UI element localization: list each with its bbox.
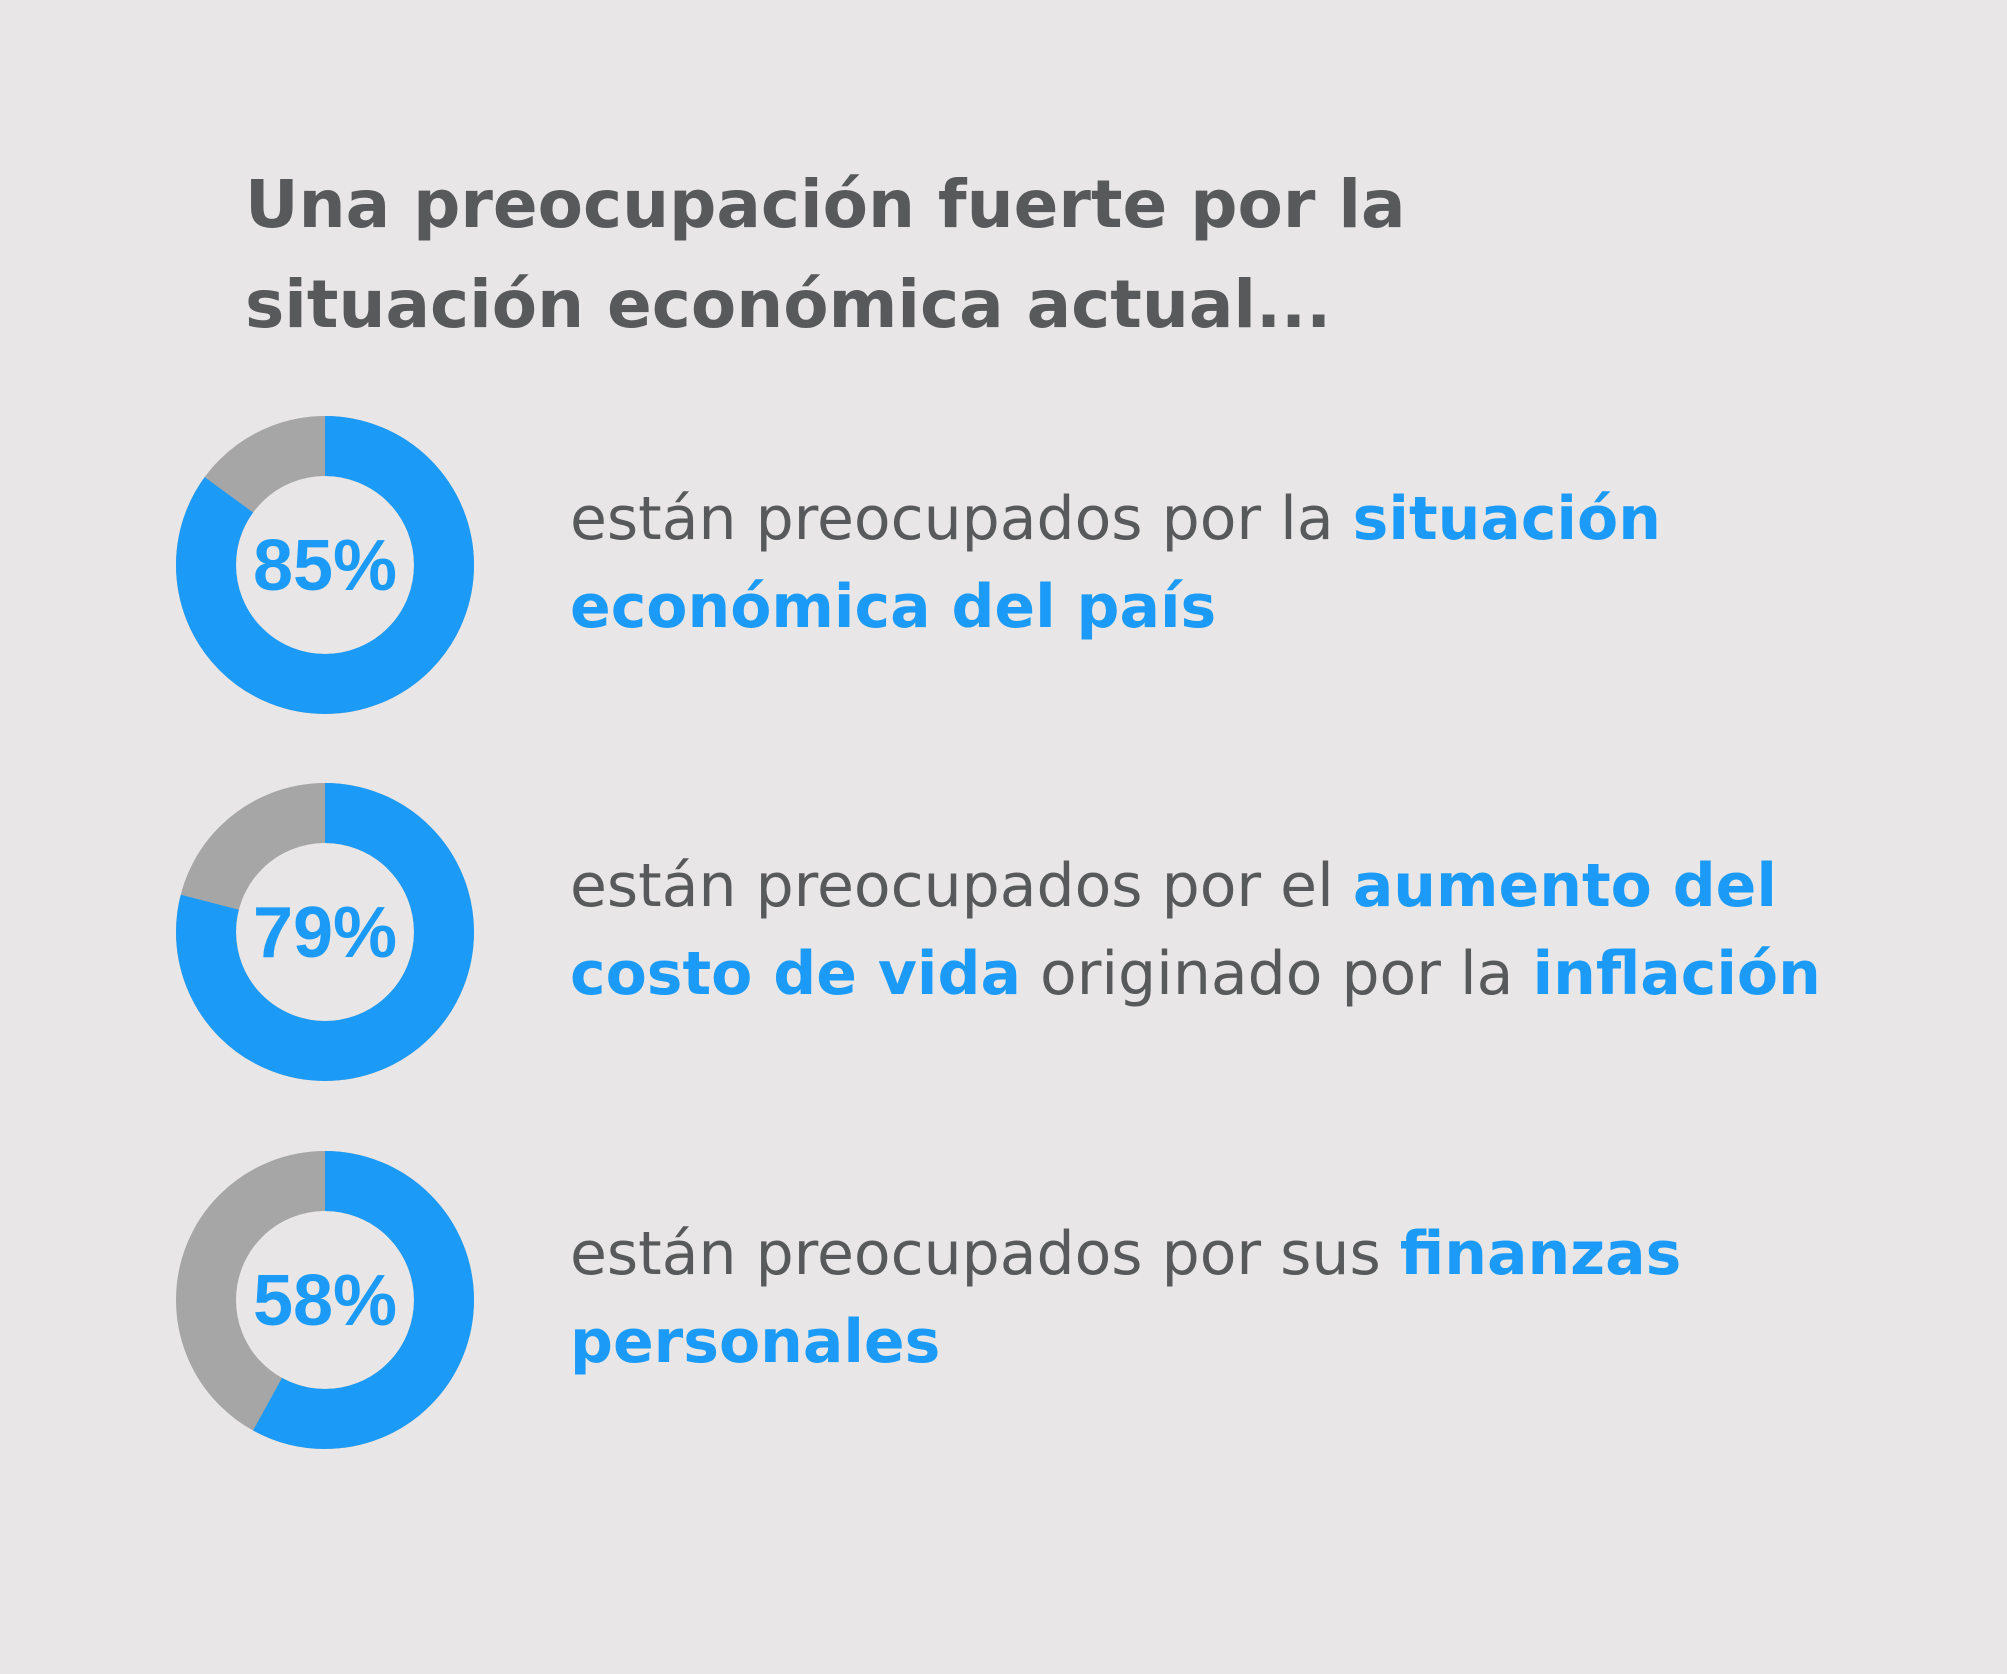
stat-row-cost-of-living: 79% están preocupados por el aumento del… — [0, 772, 2007, 1081]
percent-label: 85% — [253, 526, 397, 606]
page-title: Una preocupación fuerte por la situación… — [245, 166, 1406, 343]
description-text: están preocupados por sus — [570, 1219, 1400, 1289]
percent-label: 58% — [253, 1261, 397, 1341]
description-text: están preocupados por el — [570, 851, 1353, 921]
stat-row-personal-finances: 58% están preocupados por sus finanzas p… — [0, 1140, 2007, 1449]
percent-label: 79% — [253, 893, 397, 973]
stat-description: están preocupados por el aumento del cos… — [570, 842, 1970, 1018]
stat-description: están preocupados por sus finanzas perso… — [570, 1210, 1970, 1386]
donut-chart: 79% — [175, 782, 475, 1082]
donut-svg: 85% — [176, 416, 474, 714]
donut-chart: 58% — [175, 1150, 475, 1450]
stat-row-country-economy: 85% están preocupados por la situación e… — [0, 405, 2007, 714]
stat-description: están preocupados por la situación econó… — [570, 475, 1970, 651]
donut-value-arc — [176, 1151, 474, 1449]
donut-value-arc — [176, 416, 474, 714]
description-highlight: situación económica del país — [570, 484, 1661, 642]
description-highlight: inflación — [1532, 939, 1821, 1009]
description-text: originado por la — [1020, 939, 1533, 1009]
description-text: están preocupados por la — [570, 484, 1353, 554]
description-highlight: aumento del costo de vida — [570, 851, 1777, 1009]
donut-chart: 85% — [175, 415, 475, 715]
donut-svg: 79% — [176, 783, 474, 1081]
donut-svg: 58% — [176, 1151, 474, 1449]
description-highlight: finanzas personales — [570, 1219, 1682, 1377]
donut-value-arc — [176, 783, 474, 1081]
